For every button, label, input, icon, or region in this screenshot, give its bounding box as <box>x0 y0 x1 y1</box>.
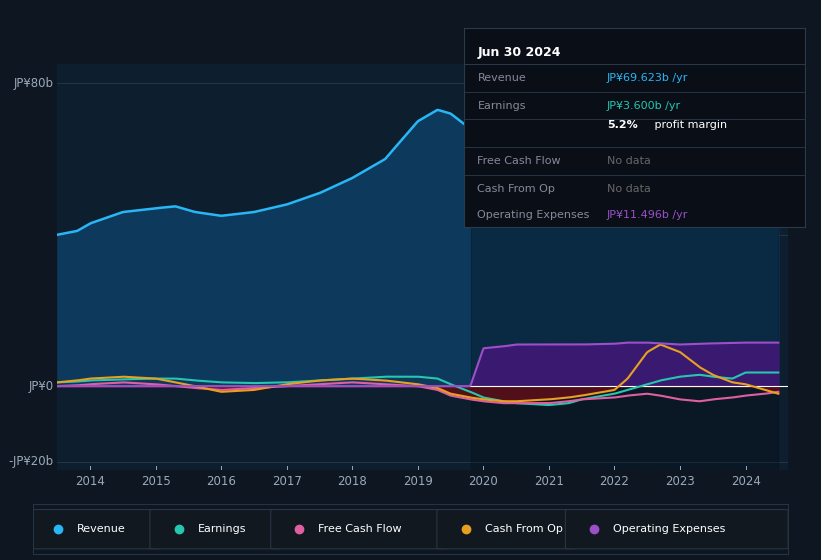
Text: JP¥11.496b /yr: JP¥11.496b /yr <box>607 210 688 220</box>
Text: 2023: 2023 <box>665 475 695 488</box>
Text: 2019: 2019 <box>403 475 433 488</box>
Text: 5.2%: 5.2% <box>607 120 638 130</box>
Text: Revenue: Revenue <box>76 524 126 534</box>
Text: 2014: 2014 <box>76 475 105 488</box>
Text: 2016: 2016 <box>206 475 236 488</box>
Text: JP¥0: JP¥0 <box>29 380 54 393</box>
Text: 2021: 2021 <box>534 475 564 488</box>
FancyBboxPatch shape <box>271 510 448 549</box>
Text: No data: No data <box>607 156 651 166</box>
Text: 2024: 2024 <box>731 475 760 488</box>
Text: Cash From Op: Cash From Op <box>484 524 562 534</box>
FancyBboxPatch shape <box>566 510 788 549</box>
Text: Jun 30 2024: Jun 30 2024 <box>478 46 561 59</box>
Text: 2018: 2018 <box>337 475 367 488</box>
Text: 2015: 2015 <box>141 475 171 488</box>
Text: profit margin: profit margin <box>651 120 727 130</box>
Text: 2022: 2022 <box>599 475 630 488</box>
Text: 2017: 2017 <box>272 475 302 488</box>
Text: Operating Expenses: Operating Expenses <box>613 524 725 534</box>
Text: Free Cash Flow: Free Cash Flow <box>478 156 561 166</box>
Text: JP¥69.623b /yr: JP¥69.623b /yr <box>607 73 688 83</box>
FancyBboxPatch shape <box>150 510 282 549</box>
Text: Cash From Op: Cash From Op <box>478 184 555 194</box>
Text: Earnings: Earnings <box>478 101 526 110</box>
Text: No data: No data <box>607 184 651 194</box>
Text: JP¥3.600b /yr: JP¥3.600b /yr <box>607 101 681 110</box>
FancyBboxPatch shape <box>437 510 576 549</box>
Text: Operating Expenses: Operating Expenses <box>478 210 589 220</box>
Text: JP¥80b: JP¥80b <box>14 77 54 90</box>
Text: Earnings: Earnings <box>198 524 246 534</box>
Text: Revenue: Revenue <box>478 73 526 83</box>
Text: 2020: 2020 <box>469 475 498 488</box>
Text: Free Cash Flow: Free Cash Flow <box>319 524 402 534</box>
FancyBboxPatch shape <box>29 510 161 549</box>
Text: -JP¥20b: -JP¥20b <box>9 455 54 468</box>
